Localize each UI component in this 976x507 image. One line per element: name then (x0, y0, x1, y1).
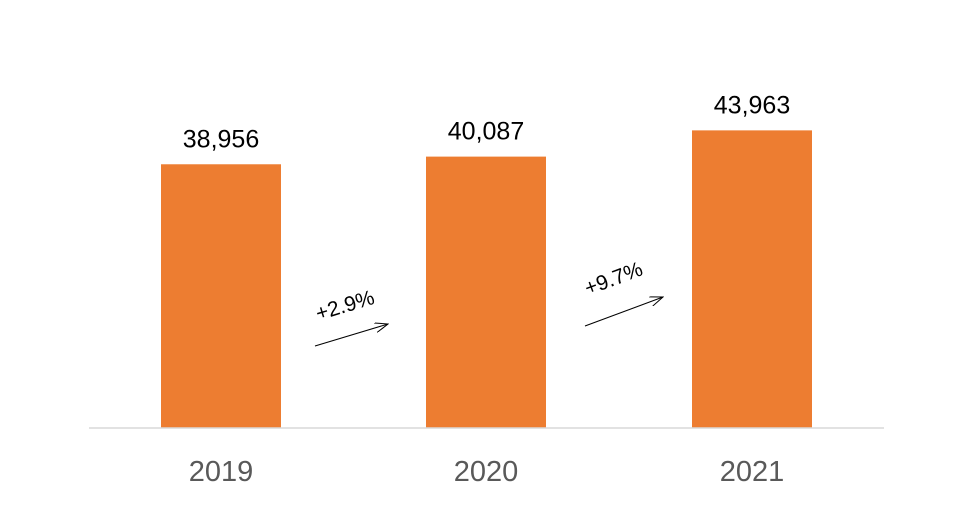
data-label-2021: 43,963 (714, 91, 790, 119)
data-label-2020: 40,087 (448, 118, 524, 146)
growth-arrow-2020-2021 (584, 297, 663, 327)
data-label-2019: 38,956 (183, 125, 259, 153)
x-tick-label-2019: 2019 (189, 456, 254, 488)
bar-2019 (161, 164, 281, 428)
growth-arrow-2019-2020 (314, 324, 388, 347)
bars-layer (161, 130, 812, 428)
bar-2021 (692, 130, 812, 428)
x-tick-label-2020: 2020 (454, 456, 519, 488)
growth-label-2019-2020: +2.9% (313, 286, 377, 325)
labels-layer: 38,956 2019 40,087 2020 43,963 2021 (183, 91, 790, 488)
x-tick-label-2021: 2021 (720, 456, 785, 488)
growth-label-2020-2021: +9.7% (582, 258, 646, 301)
bar-2020 (426, 156, 546, 428)
